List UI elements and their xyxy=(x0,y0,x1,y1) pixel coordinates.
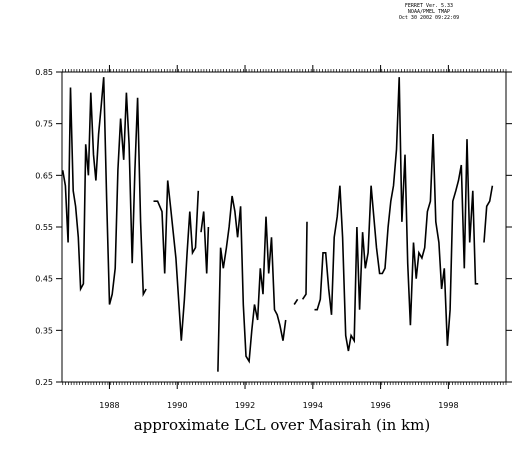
y-tick-label: 0.85 xyxy=(35,68,53,77)
series-line-segment xyxy=(200,211,210,274)
tick-layer: 0.25 0.35 0.45 0.55 0.65 0.75 0.85 1988 1990 1992… xyxy=(35,65,512,410)
y-tick-label: 0.25 xyxy=(35,378,53,387)
series-line-segment xyxy=(314,77,479,352)
x-tick-label: 1994 xyxy=(303,401,323,410)
chart-title: approximate LCL over Masirah (in km) xyxy=(134,416,431,434)
x-tick-label: 1992 xyxy=(235,401,255,410)
series-line-segment xyxy=(61,77,147,305)
x-tick-label: 1988 xyxy=(99,401,119,410)
series-line-segment xyxy=(293,298,299,305)
plot-frame xyxy=(61,71,507,383)
y-tick-label: 0.45 xyxy=(35,275,53,284)
series-line-segment xyxy=(483,185,494,243)
ferret-stamp: FERRET Ver. 5.33 NOAA/PMEL TMAP Oct 30 2… xyxy=(389,3,469,21)
stamp-line-3: Oct 30 2002 09:22:09 xyxy=(398,15,460,21)
series-layer xyxy=(61,77,494,372)
series-line-segment xyxy=(301,221,308,300)
stamp-line-1: FERRET Ver. 5.33 xyxy=(404,3,454,9)
y-tick-label: 0.35 xyxy=(35,326,53,335)
stamp-line-2: NOAA/PMEL TMAP xyxy=(407,9,451,15)
x-tick-label: 1998 xyxy=(438,401,458,410)
y-tick-label: 0.55 xyxy=(35,223,53,232)
x-tick-label: 1996 xyxy=(370,401,390,410)
series-line-segment xyxy=(217,195,287,372)
y-tick-label: 0.75 xyxy=(35,120,53,129)
series-line-segment xyxy=(153,180,200,341)
y-tick-label: 0.65 xyxy=(35,171,53,180)
x-tick-label: 1990 xyxy=(167,401,187,410)
